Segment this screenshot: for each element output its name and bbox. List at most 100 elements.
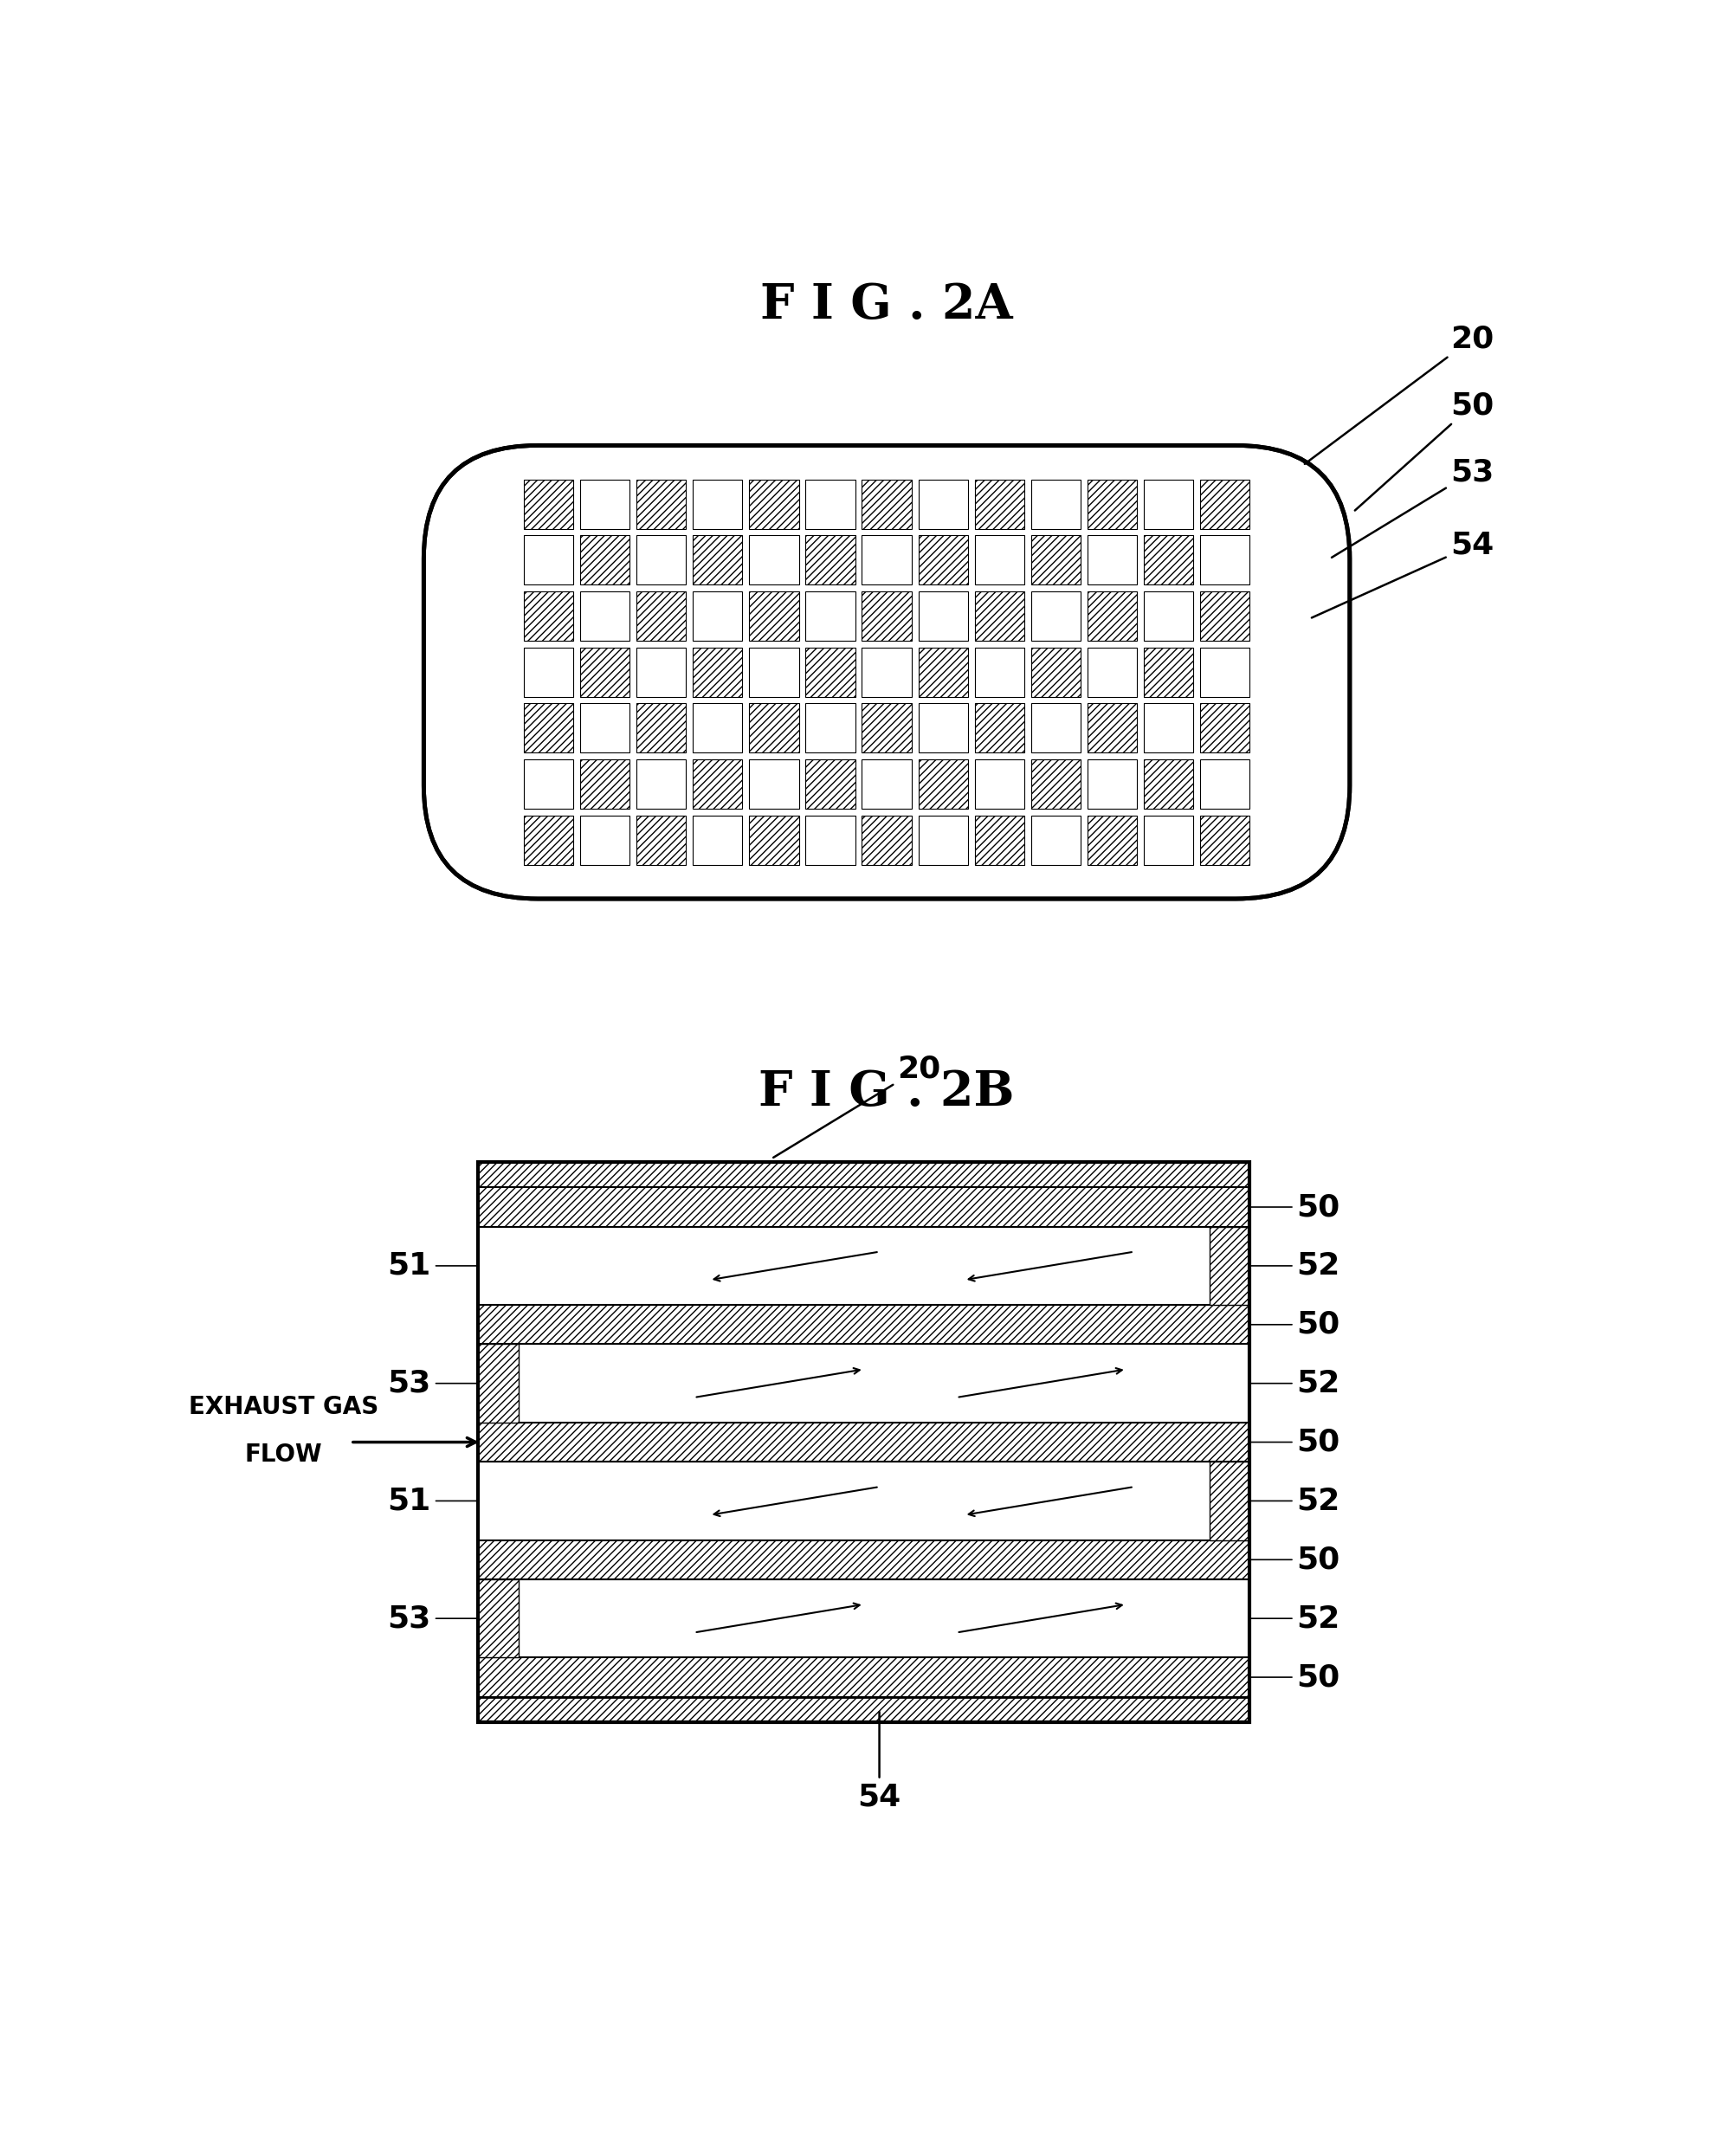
Bar [1031,759,1080,808]
Bar [919,759,967,808]
Bar [1086,535,1137,584]
Bar [477,1162,1249,1188]
Text: 51: 51 [388,1250,479,1281]
Bar [804,759,855,808]
Bar [749,815,799,865]
Bar [919,815,967,865]
Bar [804,479,855,528]
Bar [862,479,912,528]
Text: 50: 50 [1247,1546,1339,1574]
Bar [524,535,573,584]
Bar [692,703,742,752]
Text: F I G . 2A: F I G . 2A [759,282,1012,330]
Bar [862,815,912,865]
Text: 20: 20 [773,1054,941,1158]
Bar [580,647,630,696]
Text: 50: 50 [1247,1662,1339,1692]
Bar [804,591,855,640]
Bar [1031,591,1080,640]
Bar [919,703,967,752]
Bar [749,647,799,696]
Bar [862,647,912,696]
Bar [580,759,630,808]
Bar [862,703,912,752]
Bar [1031,815,1080,865]
Bar [692,591,742,640]
Text: 52: 52 [1247,1485,1339,1516]
Bar [1086,759,1137,808]
Bar [580,535,630,584]
Bar [580,479,630,528]
FancyBboxPatch shape [424,446,1349,899]
Bar [1086,591,1137,640]
Text: 50: 50 [1247,1192,1339,1222]
Bar [1144,591,1192,640]
Text: 52: 52 [1247,1604,1339,1634]
Bar [580,703,630,752]
Bar [524,703,573,752]
Bar [637,591,685,640]
Bar [1031,703,1080,752]
Bar [1144,535,1192,584]
Bar [1144,815,1192,865]
Bar [804,815,855,865]
Bar [477,1697,1249,1723]
Bar [1086,703,1137,752]
Bar [477,1423,1249,1462]
Text: 50: 50 [1247,1427,1339,1457]
Bar [974,647,1024,696]
Bar [1086,815,1137,865]
Bar [637,703,685,752]
Bar [692,759,742,808]
Bar [1199,815,1249,865]
Bar [1144,647,1192,696]
Text: 52: 52 [1247,1369,1339,1397]
Bar [1199,535,1249,584]
Bar [1086,479,1137,528]
Bar [637,759,685,808]
Text: 54: 54 [1311,530,1493,619]
Bar [974,591,1024,640]
Bar [1199,647,1249,696]
Bar [919,535,967,584]
Text: F I G . 2B: F I G . 2B [758,1069,1014,1117]
Bar [477,1227,1249,1304]
Bar [974,759,1024,808]
Bar [974,479,1024,528]
Bar [749,479,799,528]
Text: 52: 52 [1247,1250,1339,1281]
Bar [749,591,799,640]
Bar [1199,591,1249,640]
Bar [477,1462,1249,1539]
Bar [477,1188,1249,1227]
Text: 53: 53 [1330,457,1493,558]
Bar [1209,1227,1249,1304]
Bar [1086,647,1137,696]
Bar [862,591,912,640]
Bar [477,1304,1249,1343]
Text: 51: 51 [388,1485,479,1516]
Bar [477,1343,517,1423]
Text: 54: 54 [856,1712,901,1811]
Text: 50: 50 [1355,390,1493,511]
Text: 50: 50 [1247,1311,1339,1339]
Bar [477,1539,1249,1580]
Bar [1031,535,1080,584]
Bar [1209,1462,1249,1539]
Bar [1031,479,1080,528]
Bar [637,479,685,528]
Bar [692,535,742,584]
Bar [974,703,1024,752]
Bar [1144,479,1192,528]
Bar [974,815,1024,865]
Bar [637,647,685,696]
Bar [524,647,573,696]
Bar [692,479,742,528]
Bar [1199,479,1249,528]
Bar [749,759,799,808]
Bar [804,535,855,584]
Text: 53: 53 [388,1369,479,1397]
Bar [637,535,685,584]
Bar [919,647,967,696]
Bar [692,815,742,865]
